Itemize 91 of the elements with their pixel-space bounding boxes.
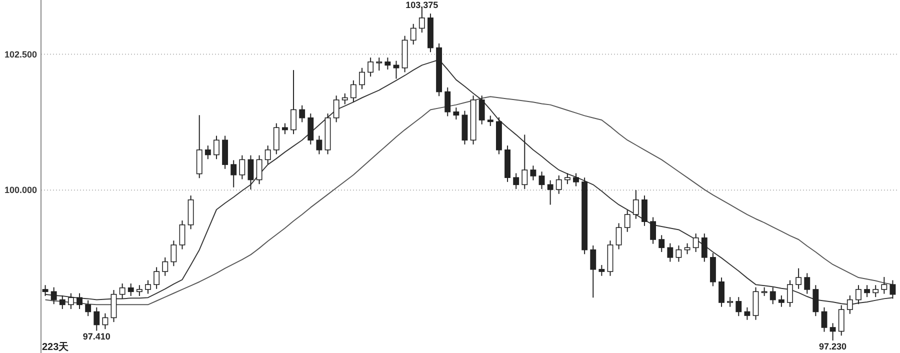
candlestick: [624, 210, 630, 232]
candlestick: [872, 284, 879, 298]
candlestick: [368, 57, 374, 78]
annotation: 103.375: [406, 0, 438, 10]
annotation: 97.410: [82, 332, 110, 342]
candlestick: [196, 114, 202, 179]
candlestick: [692, 233, 699, 252]
candlestick: [102, 312, 108, 330]
candlestick: [864, 284, 870, 298]
candlestick: [590, 244, 596, 298]
candlestick: [384, 57, 391, 70]
candlestick: [94, 306, 100, 332]
candlestick: [393, 60, 400, 80]
candlestick: [68, 292, 74, 310]
y-tick-label: 102.500: [4, 49, 37, 60]
candlestick: [846, 294, 853, 314]
annotation: 97.230: [819, 342, 847, 352]
candlestick: [642, 195, 648, 226]
candlestick: [856, 284, 862, 305]
candlestick: [650, 216, 656, 244]
candlestick: [804, 272, 810, 294]
candlestick: [787, 280, 793, 308]
candlestick: [290, 70, 296, 135]
candlestick: [299, 104, 306, 123]
y-tick-label: 100.000: [4, 185, 37, 196]
candlestick: [59, 294, 66, 310]
candlestick: [350, 80, 356, 103]
candlestick: [264, 145, 271, 165]
candlestick: [453, 107, 460, 120]
candlestick: [821, 306, 828, 332]
candlestick: [136, 284, 142, 296]
candlestick: [752, 286, 759, 320]
candlestick: [684, 242, 690, 255]
candlestick: [316, 135, 322, 155]
candlestick: [145, 280, 151, 294]
candlestick: [256, 154, 262, 185]
candlestick: [214, 135, 220, 160]
candlestick: [376, 57, 382, 72]
candlestick: [239, 154, 246, 180]
candlestick: [573, 172, 579, 187]
candlestick: [530, 165, 536, 181]
candlestick: [179, 220, 186, 250]
candlestick: [522, 134, 528, 190]
candlestick: [487, 115, 494, 126]
candlestick: [282, 122, 288, 135]
candlestick: [170, 240, 177, 267]
candlestick: [230, 160, 237, 188]
candlestick: [778, 294, 784, 308]
candlestick: [119, 282, 126, 300]
candlestick: [667, 242, 674, 262]
candlestick: [513, 172, 520, 190]
candlestick: [830, 322, 836, 342]
candlestick: [76, 292, 82, 310]
candlestick: [128, 282, 134, 296]
candlestick: [770, 286, 776, 305]
candlestick: [564, 172, 570, 185]
candlestick: [538, 171, 545, 190]
candlestick: [632, 190, 639, 220]
candlestick: [204, 145, 211, 160]
candlestick: [248, 154, 254, 190]
candlestick: [744, 306, 750, 320]
candlestick: [410, 23, 416, 46]
candlestick: [598, 264, 605, 276]
candlestick: [478, 95, 485, 125]
candlestick: [162, 256, 168, 276]
candlestick: [718, 277, 724, 308]
candlestick: [547, 180, 554, 206]
candlestick: [308, 113, 314, 145]
candlestick: [333, 95, 340, 123]
candlestick: [796, 268, 802, 290]
candlestick: [890, 280, 896, 300]
candlestick: [727, 296, 734, 308]
candlestick: [85, 300, 92, 317]
candlestick: [838, 304, 844, 336]
candlestick: [359, 67, 365, 90]
candlestick: [154, 266, 160, 290]
candlestick: [616, 222, 622, 250]
candlestick: [881, 276, 888, 294]
candlestick: [444, 86, 451, 117]
candlestick: [812, 284, 819, 317]
annotation: 223天: [42, 341, 70, 353]
candlestick: [736, 296, 742, 317]
candlestick: [658, 234, 665, 252]
candlestick: [556, 174, 562, 194]
candlestick: [273, 122, 280, 155]
candlestick: [342, 92, 348, 105]
candlestick: [50, 286, 57, 305]
candlestick: [701, 233, 708, 262]
candlestick: [42, 284, 48, 296]
candlestick: [676, 244, 682, 262]
candlestick: [110, 290, 117, 323]
